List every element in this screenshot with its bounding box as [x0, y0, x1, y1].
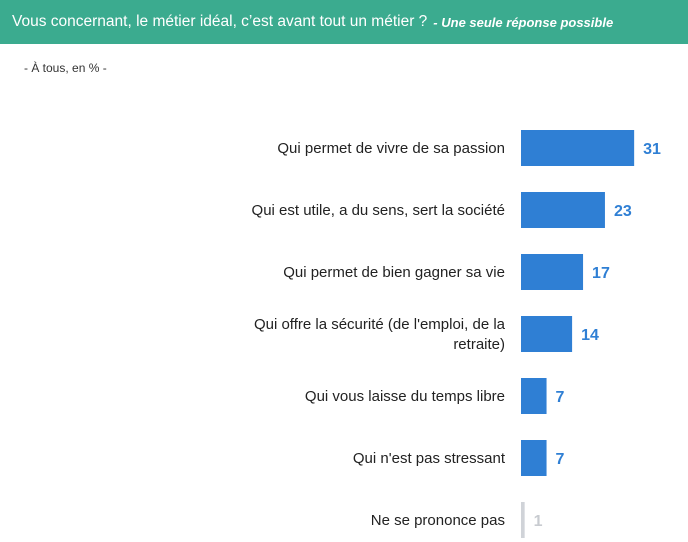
- category-label: Qui vous laisse du temps libre: [305, 388, 505, 405]
- value-label: 7: [556, 389, 565, 406]
- response-note: - Une seule réponse possible: [433, 14, 614, 30]
- value-label: 17: [592, 265, 610, 282]
- value-label: 23: [614, 203, 632, 220]
- value-label: 7: [556, 451, 565, 468]
- bar: [521, 502, 525, 538]
- category-label: Ne se prononce pas: [371, 512, 505, 529]
- category-label: Qui permet de bien gagner sa vie: [283, 264, 505, 281]
- category-label: Qui permet de vivre de sa passion: [277, 140, 505, 157]
- bar: [521, 254, 584, 290]
- category-label: Qui n'est pas stressant: [353, 450, 506, 467]
- question-text: Vous concernant, le métier idéal, c’est …: [12, 13, 428, 30]
- bar: [521, 440, 547, 476]
- category-label: Qui est utile, a du sens, sert la sociét…: [252, 202, 505, 219]
- value-label: 31: [643, 141, 661, 158]
- bar: [521, 316, 573, 352]
- base-note: - À tous, en % -: [24, 61, 107, 75]
- question-header: Vous concernant, le métier idéal, c’est …: [0, 0, 688, 44]
- value-label: 14: [581, 327, 599, 344]
- category-label: Qui offre la sécurité (de l'emploi, de l…: [254, 316, 506, 333]
- category-label: retraite): [453, 336, 505, 353]
- bar: [521, 130, 635, 166]
- bar: [521, 378, 547, 414]
- value-label: 1: [534, 513, 543, 530]
- bar: [521, 192, 605, 228]
